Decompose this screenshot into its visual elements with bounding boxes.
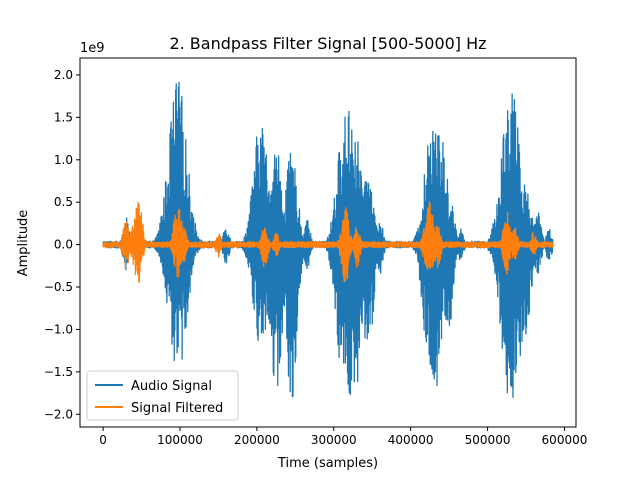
legend-label-audio-signal: Audio Signal [131, 379, 212, 394]
legend-label-signal-filtered: Signal Filtered [131, 401, 223, 416]
y-tick-label: −1.5 [44, 365, 73, 379]
x-tick-label: 600000 [542, 433, 588, 447]
x-tick-label: 300000 [311, 433, 357, 447]
y-axis-label: Amplitude [16, 210, 31, 277]
x-tick-label: 500000 [465, 433, 511, 447]
legend-box [86, 370, 239, 421]
x-tick-label: 400000 [388, 433, 434, 447]
y-tick-label: −1.0 [44, 322, 73, 336]
axes-frame [79, 57, 577, 428]
y-offset-label: 1e9 [80, 41, 105, 56]
x-tick-label: 0 [99, 433, 107, 447]
chart-title: 2. Bandpass Filter Signal [500-5000] Hz [169, 34, 486, 53]
series-line-signal-filtered [102, 200, 554, 283]
y-tick-label: −2.0 [44, 407, 73, 421]
y-tick-label: 1.0 [54, 153, 73, 167]
y-tick-label: 0.5 [54, 195, 73, 209]
plot-area [102, 81, 554, 399]
y-tick-label: −0.5 [44, 280, 73, 294]
y-tick-label: 0.0 [54, 238, 73, 252]
legend: Audio Signal Signal Filtered [86, 370, 239, 421]
x-tick-label: 100000 [157, 433, 203, 447]
x-tick-label: 200000 [234, 433, 280, 447]
axis-ticks: 0 100000 200000 300000 400000 500000 600000 −2.… [44, 68, 588, 447]
x-axis-label: Time (samples) [277, 456, 378, 471]
y-tick-label: 2.0 [54, 68, 73, 82]
y-tick-label: 1.5 [54, 110, 73, 124]
